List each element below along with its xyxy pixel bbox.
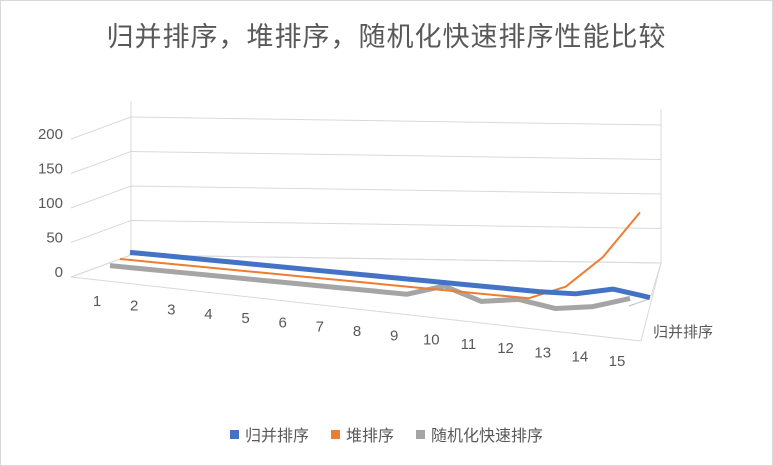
x-tick-11: 11 bbox=[461, 336, 477, 353]
y-axis-ticks: 0 50 100 150 200 bbox=[38, 126, 63, 281]
floor-right-edge bbox=[640, 262, 662, 342]
y-tick-50: 50 bbox=[46, 230, 63, 247]
x-tick-15: 15 bbox=[609, 353, 626, 370]
legend-item-3: 随机化快速排序 bbox=[416, 422, 543, 446]
legend-swatch-2 bbox=[330, 429, 340, 439]
side-gridline-200 bbox=[70, 116, 132, 140]
chart-series bbox=[109, 211, 651, 312]
x-tick-13: 13 bbox=[534, 344, 551, 361]
y-tick-200: 200 bbox=[38, 126, 63, 143]
side-gridline-100 bbox=[70, 185, 132, 209]
legend-label-3: 随机化快速排序 bbox=[431, 426, 544, 445]
x-tick-12: 12 bbox=[497, 340, 514, 357]
chart-legend: 归并排序 堆排序 随机化快速排序 bbox=[1, 422, 772, 446]
x-axis-ticks: 1 2 3 4 5 6 7 8 9 10 11 12 13 14 15 bbox=[93, 293, 626, 370]
side-gridline-150 bbox=[70, 151, 132, 174]
gridline-200 bbox=[130, 116, 662, 126]
legend-label-1: 归并排序 bbox=[244, 426, 309, 445]
gridline-0 bbox=[130, 254, 662, 264]
depth-axis-tick bbox=[628, 298, 650, 307]
floor-front-edge bbox=[70, 276, 642, 342]
y-tick-100: 100 bbox=[38, 195, 63, 212]
x-tick-4: 4 bbox=[204, 306, 212, 323]
series-line-2 bbox=[119, 211, 641, 300]
chart-title: 归并排序，堆排序，随机化快速排序性能比较 bbox=[106, 22, 667, 53]
x-tick-10: 10 bbox=[423, 332, 440, 349]
legend-swatch-1 bbox=[229, 429, 239, 439]
x-tick-7: 7 bbox=[316, 319, 324, 336]
side-gridline-50 bbox=[70, 220, 132, 243]
x-tick-8: 8 bbox=[353, 323, 361, 340]
y-tick-0: 0 bbox=[55, 264, 63, 281]
y-tick-150: 150 bbox=[38, 161, 63, 178]
x-tick-6: 6 bbox=[279, 314, 287, 331]
x-tick-3: 3 bbox=[167, 302, 175, 319]
legend-swatch-3 bbox=[416, 429, 425, 439]
x-tick-9: 9 bbox=[390, 327, 398, 344]
gridline-150 bbox=[130, 151, 662, 160]
legend-item-2: 堆排序 bbox=[330, 422, 394, 446]
x-tick-14: 14 bbox=[572, 349, 589, 366]
legend-label-2: 堆排序 bbox=[345, 426, 394, 445]
gridline-50 bbox=[130, 220, 662, 229]
x-tick-1: 1 bbox=[93, 293, 101, 310]
gridline-100 bbox=[130, 185, 662, 195]
legend-item-1: 归并排序 bbox=[229, 422, 309, 446]
series-line-3 bbox=[109, 263, 631, 312]
x-tick-2: 2 bbox=[130, 297, 138, 314]
x-tick-5: 5 bbox=[241, 310, 249, 327]
chart-gridlines bbox=[70, 116, 662, 278]
depth-axis-label: 归并排序 bbox=[653, 323, 713, 341]
